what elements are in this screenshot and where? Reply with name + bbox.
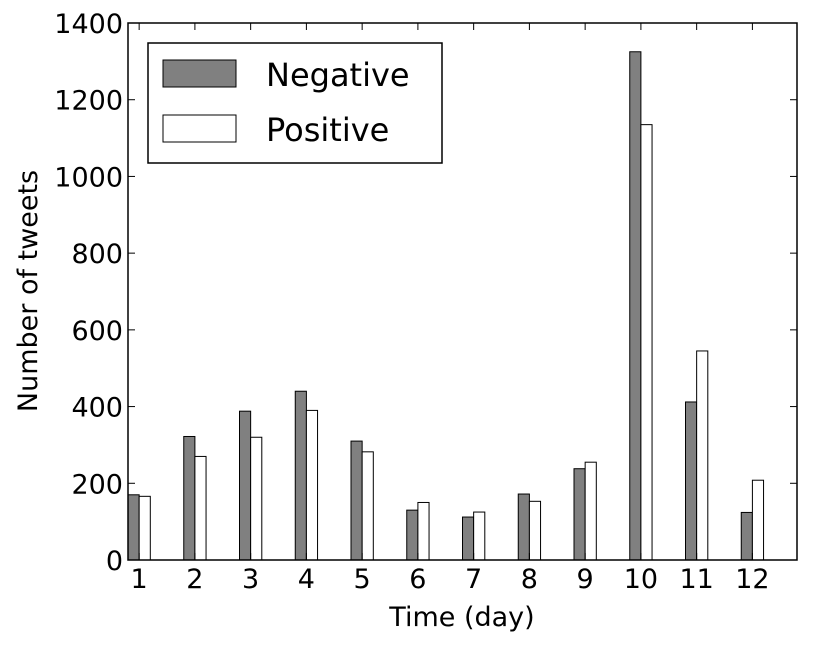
bar-positive-day-9 <box>584 461 597 561</box>
x-tick-label: 5 <box>354 564 371 595</box>
bar-negative-day-4 <box>294 390 307 561</box>
bars-layer <box>127 51 765 561</box>
x-tick-label: 2 <box>186 564 203 595</box>
legend: Negative Positive <box>147 42 443 164</box>
y-tick-label: 0 <box>106 546 123 577</box>
bar-negative-day-1 <box>127 494 140 561</box>
x-tick-label: 3 <box>242 564 259 595</box>
x-tick-label: 9 <box>577 564 594 595</box>
y-tick-label: 600 <box>71 316 123 347</box>
bar-positive-day-4 <box>305 409 319 561</box>
y-tick-label: 400 <box>71 393 123 424</box>
bar-negative-day-10 <box>629 51 642 561</box>
legend-label-negative: Negative <box>266 56 410 94</box>
legend-label-positive: Positive <box>266 111 389 149</box>
bar-negative-day-8 <box>517 493 530 561</box>
y-tick-label: 200 <box>71 469 123 500</box>
x-tick-label: 4 <box>298 564 315 595</box>
x-tick-label: 12 <box>735 564 769 595</box>
bar-negative-day-7 <box>462 516 475 561</box>
bar-negative-day-6 <box>406 509 419 561</box>
x-tick-label: 1 <box>131 564 148 595</box>
plot-frame <box>127 22 798 561</box>
x-tick-label: 7 <box>465 564 482 595</box>
y-tick-label: 1400 <box>54 9 123 40</box>
legend-swatch-negative <box>162 59 237 88</box>
bar-negative-day-3 <box>239 410 252 561</box>
y-tick-label: 1000 <box>54 162 123 193</box>
legend-swatch-positive <box>162 114 237 143</box>
bar-negative-day-11 <box>685 401 698 561</box>
y-tick-label: 1200 <box>54 86 123 117</box>
bar-positive-day-5 <box>361 451 374 561</box>
bar-negative-day-12 <box>740 511 753 561</box>
bar-positive-day-12 <box>751 479 765 561</box>
x-tick-label: 10 <box>624 564 658 595</box>
bar-positive-day-8 <box>528 500 542 561</box>
bar-positive-day-1 <box>138 495 151 561</box>
bar-positive-day-2 <box>194 455 207 561</box>
bar-negative-day-9 <box>573 468 586 561</box>
bar-negative-day-5 <box>350 440 363 561</box>
bar-positive-day-3 <box>250 436 263 561</box>
bar-positive-day-10 <box>640 124 653 561</box>
bar-negative-day-2 <box>183 435 196 561</box>
x-tick-label: 8 <box>521 564 538 595</box>
bar-positive-day-6 <box>417 501 430 561</box>
y-tick-label: 800 <box>71 239 123 270</box>
y-axis-label: Number of tweets <box>13 170 44 412</box>
x-tick-label: 11 <box>679 564 713 595</box>
x-tick-label: 6 <box>409 564 426 595</box>
bar-positive-day-11 <box>696 350 709 561</box>
bar-positive-day-7 <box>473 511 486 561</box>
x-axis-label: Time (day) <box>388 602 534 633</box>
